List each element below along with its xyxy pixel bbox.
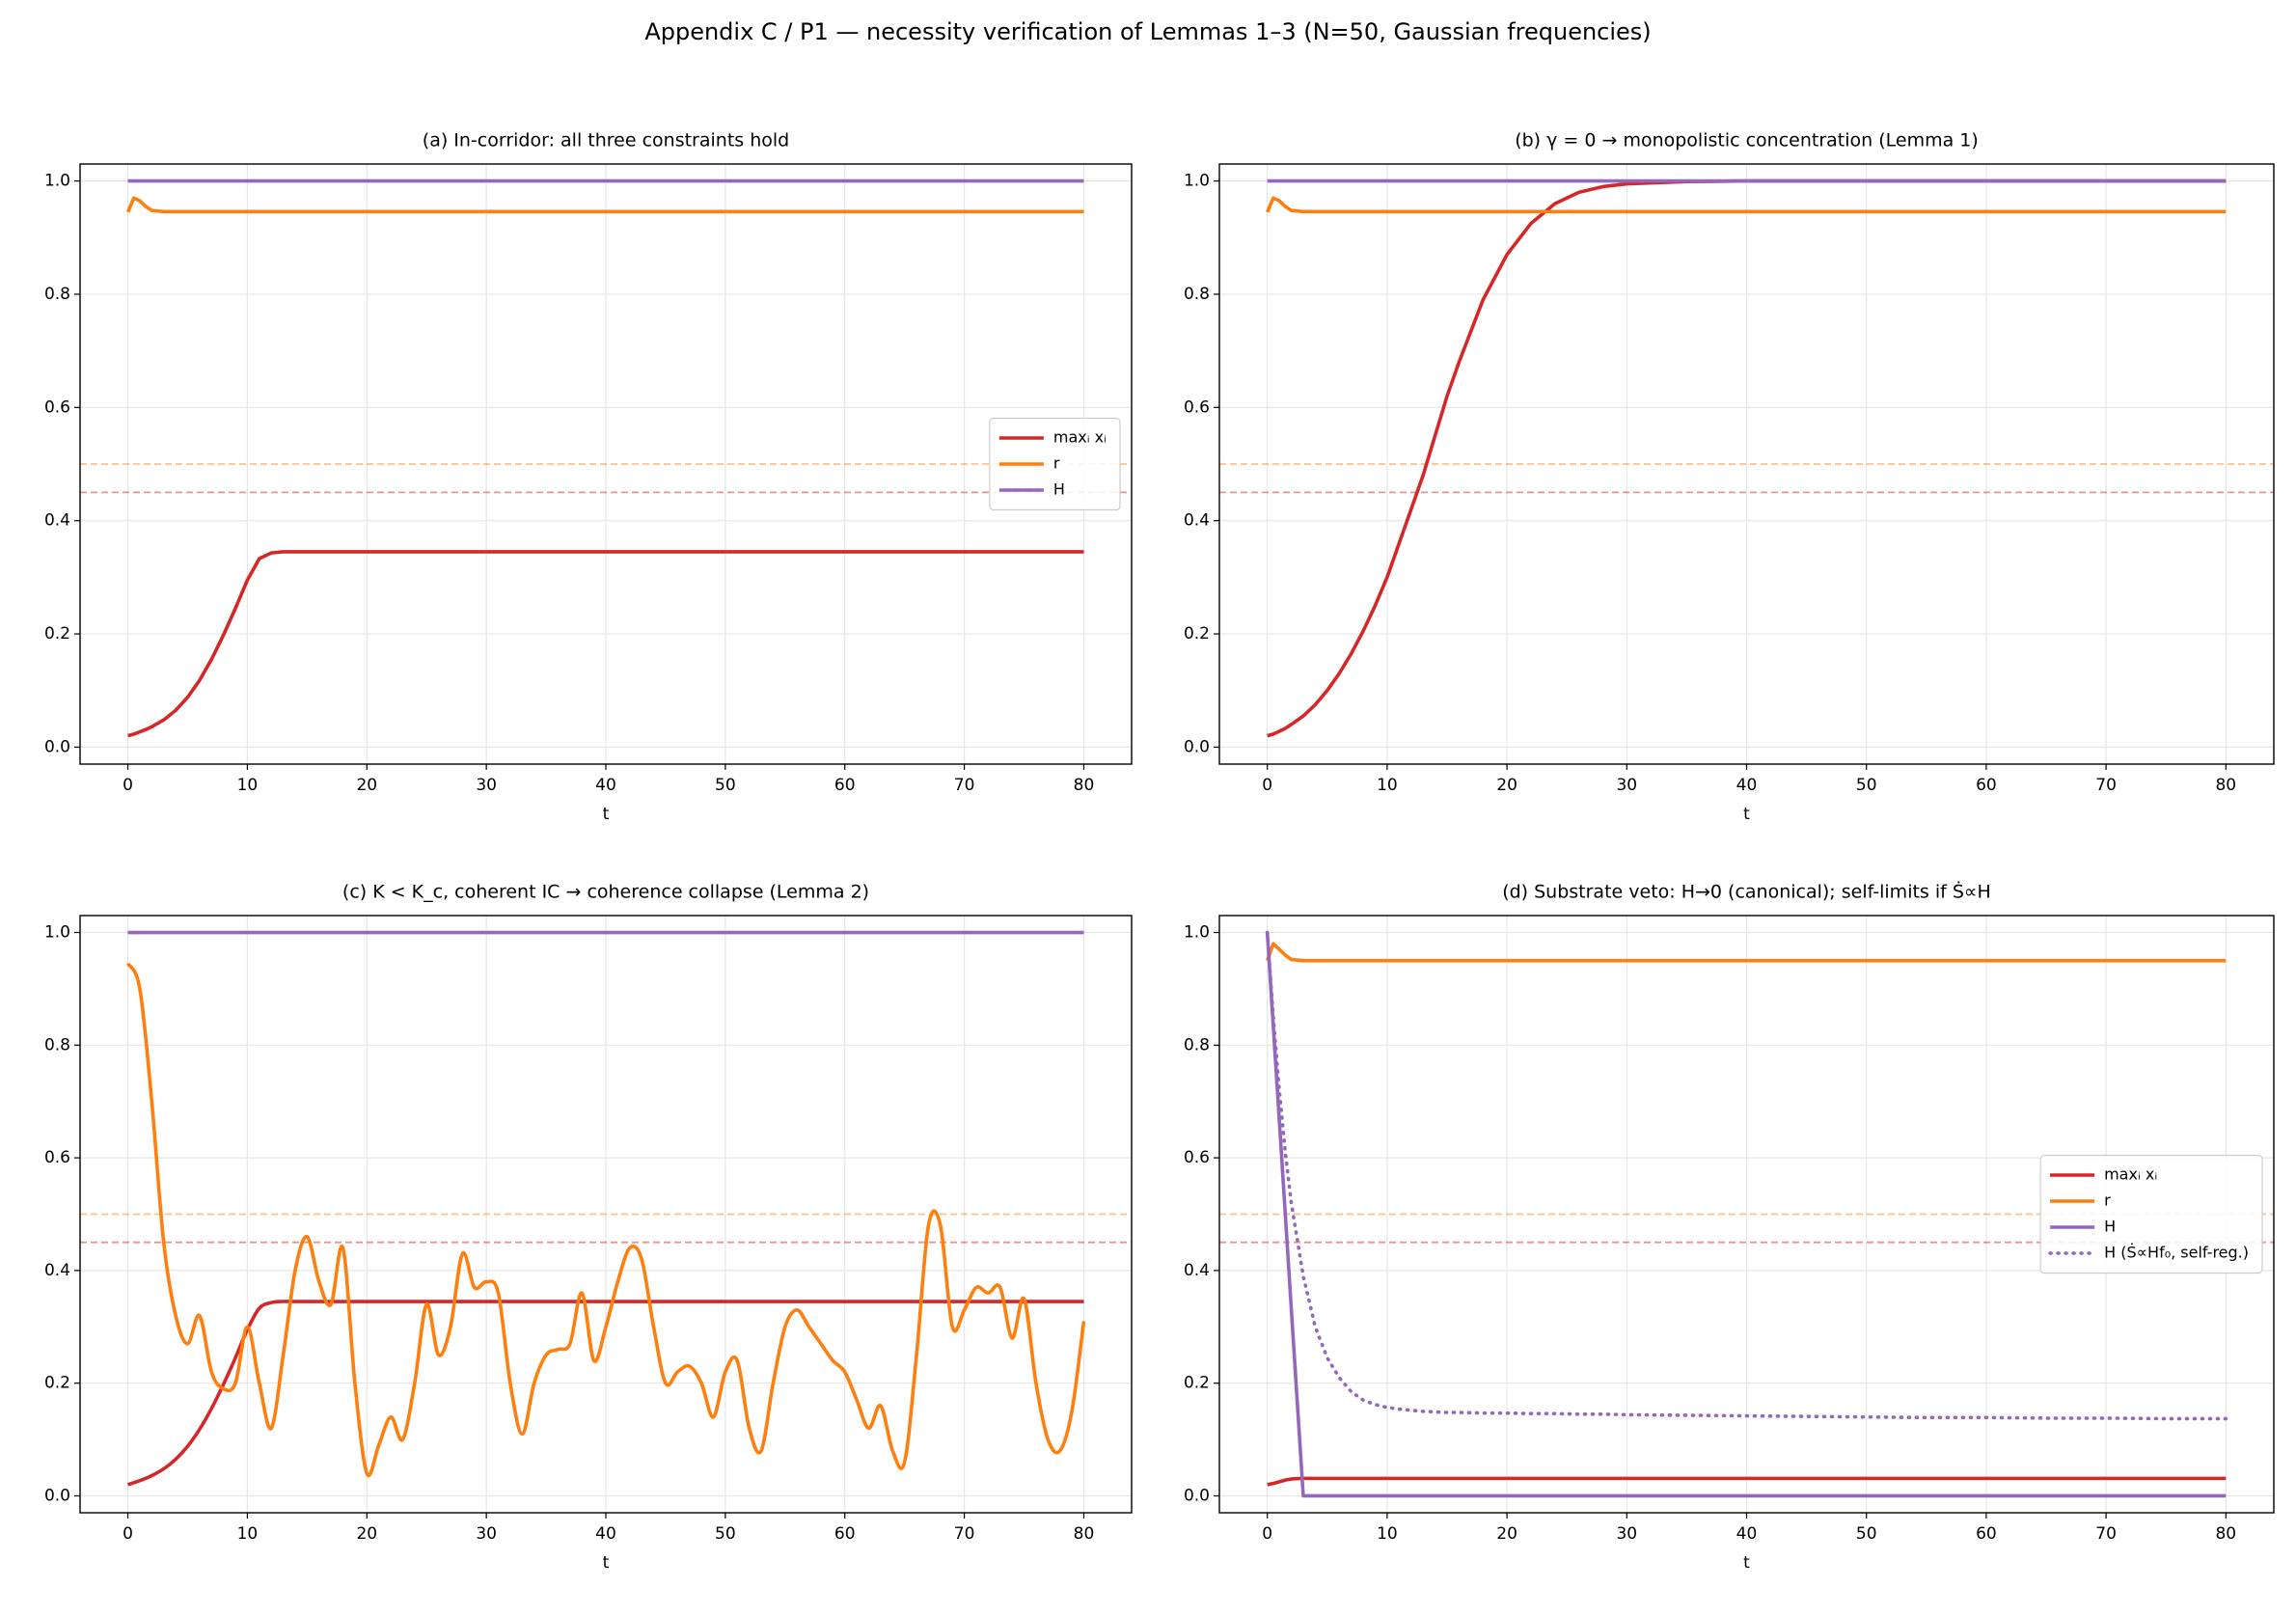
x-axis-label: t xyxy=(1743,805,1750,824)
x-tick-label: 10 xyxy=(237,776,259,795)
y-tick-label: 0.2 xyxy=(1184,1374,1210,1393)
y-tick-label: 0.0 xyxy=(44,1486,70,1505)
x-tick-label: 80 xyxy=(2215,776,2236,795)
x-tick-label: 80 xyxy=(1074,1524,1095,1544)
x-tick-label: 80 xyxy=(1074,776,1095,795)
x-tick-label: 60 xyxy=(1976,776,1997,795)
x-axis-label: t xyxy=(1743,1553,1750,1573)
y-tick-label: 1.0 xyxy=(44,172,70,191)
y-tick-label: 0.6 xyxy=(44,1148,70,1167)
y-tick-label: 0.6 xyxy=(44,397,70,417)
legend-label: r xyxy=(1053,454,1060,473)
x-tick-label: 50 xyxy=(1856,776,1877,795)
y-tick-label: 0.8 xyxy=(44,285,70,304)
y-tick-label: 0.4 xyxy=(1184,1261,1210,1280)
x-tick-label: 30 xyxy=(476,1524,497,1544)
x-tick-label: 40 xyxy=(595,776,616,795)
axes-title: (c) K < K_c, coherent IC → coherence col… xyxy=(342,882,869,903)
y-tick-label: 0.6 xyxy=(1184,397,1210,417)
legend-box xyxy=(989,417,1121,511)
x-tick-label: 60 xyxy=(834,1524,856,1544)
x-tick-label: 70 xyxy=(954,1524,975,1544)
x-tick-label: 80 xyxy=(2215,1524,2236,1544)
x-tick-label: 70 xyxy=(2095,1524,2117,1544)
axes-title: (d) Substrate veto: H→0 (canonical); sel… xyxy=(1502,881,1991,903)
legend-label: H xyxy=(2104,1218,2116,1236)
x-tick-label: 30 xyxy=(1616,1524,1637,1544)
x-tick-label: 30 xyxy=(476,776,497,795)
axes-frame xyxy=(1218,163,2275,765)
series-line xyxy=(1267,1476,2227,1487)
axes-title: (b) γ = 0 → monopolistic concentration (… xyxy=(1515,130,1979,151)
x-tick-label: 0 xyxy=(1262,776,1272,795)
series-line xyxy=(125,196,1084,214)
x-tick-label: 40 xyxy=(595,1524,616,1544)
series-line xyxy=(1266,196,2227,214)
axes: (a) In-corridor: all three constraints h… xyxy=(44,130,1133,824)
legend-label: H (Ṡ∝Hf₀, self-reg.) xyxy=(2104,1244,2249,1262)
legend-label: maxᵢ xᵢ xyxy=(1053,428,1107,447)
x-tick-label: 20 xyxy=(1496,1524,1517,1544)
x-tick-label: 10 xyxy=(237,1524,259,1544)
y-tick-label: 0.8 xyxy=(1184,1035,1210,1055)
legend: maxᵢ xᵢ rH H (Ṡ∝Hf₀, self-reg.) xyxy=(2039,1154,2263,1274)
series-line xyxy=(127,550,1084,738)
y-tick-label: 0.4 xyxy=(44,511,70,531)
axes-frame xyxy=(79,163,1133,765)
x-tick-label: 20 xyxy=(356,776,377,795)
series-line xyxy=(1265,942,2227,963)
axes-frame xyxy=(1218,915,2275,1514)
x-tick-label: 10 xyxy=(1377,1524,1398,1544)
x-tick-label: 20 xyxy=(356,1524,377,1544)
x-tick-label: 70 xyxy=(954,776,975,795)
x-tick-label: 0 xyxy=(123,776,133,795)
y-tick-label: 0.0 xyxy=(1184,1486,1210,1505)
legend-label: maxᵢ xᵢ xyxy=(2104,1165,2157,1184)
x-tick-label: 0 xyxy=(123,1524,133,1544)
series-line xyxy=(126,1300,1084,1487)
y-tick-label: 0.2 xyxy=(44,624,70,644)
x-tick-label: 30 xyxy=(1616,776,1637,795)
x-tick-label: 70 xyxy=(2095,776,2117,795)
y-tick-label: 0.8 xyxy=(1184,285,1210,304)
legend-label: r xyxy=(2104,1191,2111,1210)
x-axis-label: t xyxy=(603,805,610,824)
y-tick-label: 0.4 xyxy=(1184,511,1210,531)
y-tick-label: 0.2 xyxy=(1184,624,1210,644)
axes: (b) γ = 0 → monopolistic concentration (… xyxy=(1184,130,2275,824)
x-axis-label: t xyxy=(603,1553,610,1573)
axes: (d) Substrate veto: H→0 (canonical); sel… xyxy=(1184,881,2275,1573)
y-tick-label: 0.8 xyxy=(44,1035,70,1055)
series-line xyxy=(1265,930,2228,1421)
x-tick-label: 0 xyxy=(1262,1524,1272,1544)
x-tick-label: 50 xyxy=(715,1524,736,1544)
y-tick-label: 0.0 xyxy=(1184,737,1210,756)
x-tick-label: 20 xyxy=(1496,776,1517,795)
x-tick-label: 50 xyxy=(715,776,736,795)
x-tick-label: 50 xyxy=(1856,1524,1877,1544)
figure-title: Appendix C / P1 — necessity verification… xyxy=(644,18,1651,45)
x-tick-label: 60 xyxy=(834,776,856,795)
series-line xyxy=(125,962,1086,1478)
y-tick-label: 0.4 xyxy=(44,1261,70,1280)
x-tick-label: 60 xyxy=(1976,1524,1997,1544)
y-tick-label: 1.0 xyxy=(44,923,70,943)
legend-label: H xyxy=(1053,480,1065,499)
y-tick-label: 1.0 xyxy=(1184,923,1210,943)
legend-box xyxy=(2039,1154,2263,1274)
y-tick-label: 1.0 xyxy=(1184,172,1210,191)
series-line xyxy=(1265,932,2227,1498)
axes-frame xyxy=(79,915,1133,1514)
axes-title: (a) In-corridor: all three constraints h… xyxy=(423,130,789,151)
y-tick-label: 0.6 xyxy=(1184,1148,1210,1167)
y-tick-label: 0.0 xyxy=(44,737,70,756)
x-tick-label: 10 xyxy=(1377,776,1398,795)
x-tick-label: 40 xyxy=(1736,1524,1758,1544)
y-tick-label: 0.2 xyxy=(44,1374,70,1393)
legend: maxᵢ xᵢ rH xyxy=(989,417,1121,511)
x-tick-label: 40 xyxy=(1736,776,1758,795)
axes: (c) K < K_c, coherent IC → coherence col… xyxy=(44,882,1133,1573)
